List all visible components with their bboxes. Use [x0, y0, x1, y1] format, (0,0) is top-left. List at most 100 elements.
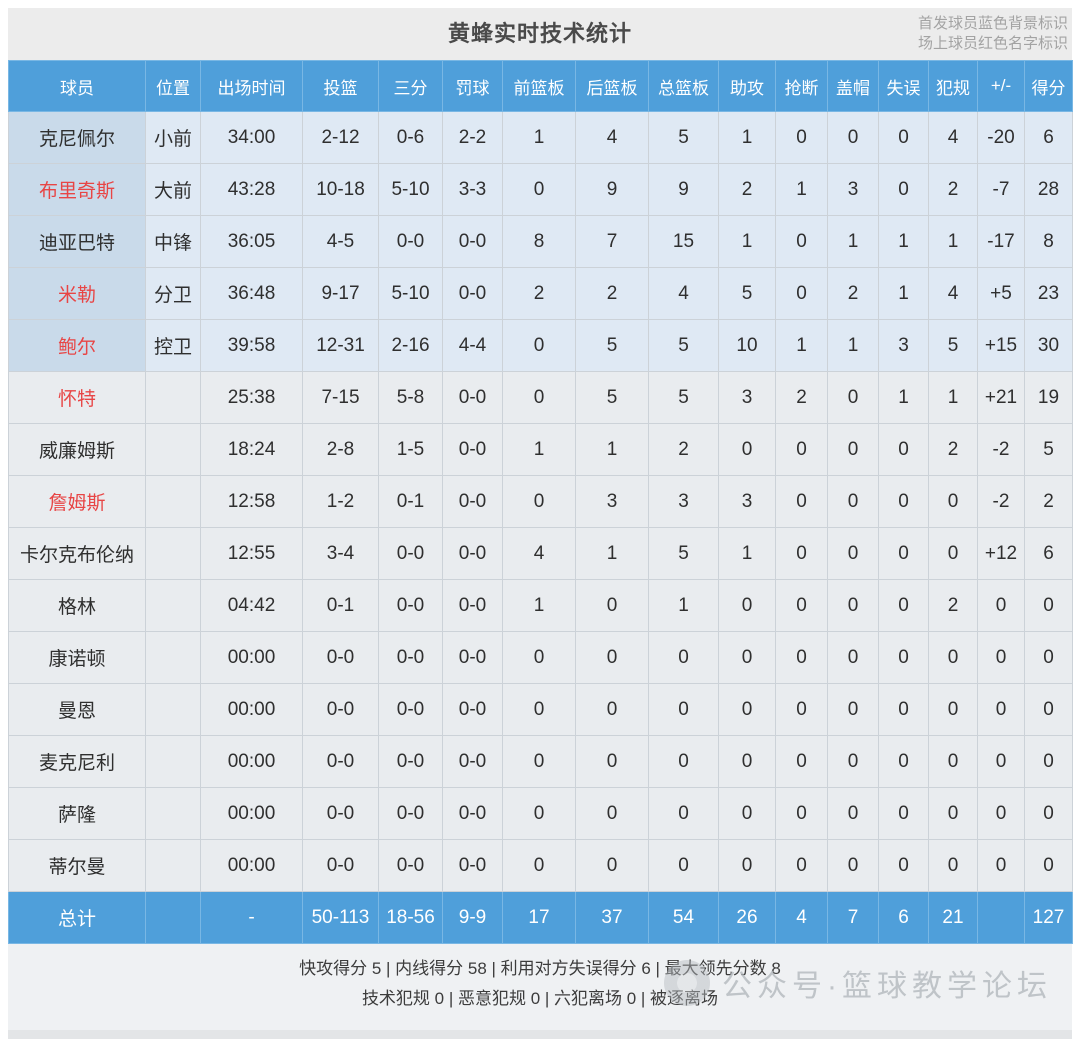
stat-cell-pts: 0 [1024, 787, 1073, 840]
stat-cell-fg: 12-31 [302, 319, 379, 372]
stat-cell-position: 控卫 [145, 319, 201, 372]
stat-cell-ft: 0-0 [442, 683, 503, 736]
stat-cell-stl: 0 [775, 839, 828, 892]
stat-cell-3pt: 18-56 [378, 891, 443, 944]
stat-cell-blk: 7 [827, 891, 879, 944]
stat-cell-pts: 0 [1024, 579, 1073, 632]
stat-cell-plusminus: +21 [977, 371, 1025, 424]
stat-cell-pts: 30 [1024, 319, 1073, 372]
player-name: 詹姆斯 [8, 475, 146, 528]
stat-cell-treb: 54 [648, 891, 719, 944]
stat-cell-pf: 0 [928, 527, 978, 580]
stat-cell-oreb: 4 [502, 527, 576, 580]
stat-cell-ast: 3 [718, 475, 776, 528]
stat-cell-minutes: 00:00 [200, 631, 303, 684]
stat-cell-plusminus: 0 [977, 735, 1025, 788]
stat-cell-plusminus: 0 [977, 683, 1025, 736]
stat-cell-3pt: 0-0 [378, 527, 443, 580]
stat-cell-fg: 0-0 [302, 631, 379, 684]
stat-cell-pf: 4 [928, 267, 978, 320]
table-row: 詹姆斯 12:58 1-2 0-1 0-0 0 3 3 3 0 0 0 0 -2… [8, 475, 1073, 528]
table-row: 鲍尔 控卫 39:58 12-31 2-16 4-4 0 5 5 10 1 1 … [8, 319, 1073, 372]
stat-cell-pf: 2 [928, 163, 978, 216]
stat-cell-ft: 2-2 [442, 111, 503, 164]
player-name: 麦克尼利 [8, 735, 146, 788]
stat-cell-plusminus: +12 [977, 527, 1025, 580]
stat-cell-minutes: 36:05 [200, 215, 303, 268]
stat-cell-3pt: 0-1 [378, 475, 443, 528]
stat-cell-3pt: 0-0 [378, 631, 443, 684]
stat-cell-pts: 0 [1024, 683, 1073, 736]
stat-cell-minutes: 12:55 [200, 527, 303, 580]
stat-cell-oreb: 0 [502, 735, 576, 788]
stat-cell-position: 大前 [145, 163, 201, 216]
stat-cell-3pt: 0-0 [378, 215, 443, 268]
stat-cell-pf: 0 [928, 787, 978, 840]
stat-cell-pts: 127 [1024, 891, 1073, 944]
table-row: 布里奇斯 大前 43:28 10-18 5-10 3-3 0 9 9 2 1 3… [8, 163, 1073, 216]
stat-cell-3pt: 0-0 [378, 683, 443, 736]
stat-cell-3pt: 5-8 [378, 371, 443, 424]
stat-cell-stl: 0 [775, 267, 828, 320]
stat-cell-pts: 6 [1024, 111, 1073, 164]
column-header-stl: 抢断 [775, 60, 828, 112]
column-header-minutes: 出场时间 [200, 60, 303, 112]
stat-cell-minutes: 00:00 [200, 839, 303, 892]
stat-cell-dreb: 4 [575, 111, 649, 164]
stat-cell-treb: 4 [648, 267, 719, 320]
stat-cell-stl: 0 [775, 423, 828, 476]
stat-cell-stl: 1 [775, 319, 828, 372]
column-header-plusminus: +/- [977, 60, 1025, 112]
stat-cell-ft: 0-0 [442, 735, 503, 788]
stat-cell-pf: 21 [928, 891, 978, 944]
stat-cell-tov: 0 [878, 839, 929, 892]
stat-cell-blk: 0 [827, 735, 879, 788]
player-name: 克尼佩尔 [8, 111, 146, 164]
table-row: 米勒 分卫 36:48 9-17 5-10 0-0 2 2 4 5 0 2 1 … [8, 267, 1073, 320]
stat-cell-dreb: 0 [575, 787, 649, 840]
stat-cell-position [145, 579, 201, 632]
stat-cell-blk: 0 [827, 423, 879, 476]
stat-cell-treb: 1 [648, 579, 719, 632]
stat-cell-dreb: 0 [575, 735, 649, 788]
stat-cell-plusminus: -2 [977, 423, 1025, 476]
stat-cell-oreb: 0 [502, 787, 576, 840]
stat-cell-stl: 0 [775, 475, 828, 528]
column-header-position: 位置 [145, 60, 201, 112]
stats-table: 球员 位置 出场时间 投篮 三分 罚球 前篮板 后篮板 总篮板 助攻 抢断 盖帽… [8, 60, 1073, 944]
stat-cell-position [145, 839, 201, 892]
stat-cell-ft: 0-0 [442, 371, 503, 424]
table-row: 克尼佩尔 小前 34:00 2-12 0-6 2-2 1 4 5 1 0 0 0… [8, 111, 1073, 164]
stat-cell-minutes: 04:42 [200, 579, 303, 632]
stat-cell-stl: 0 [775, 527, 828, 580]
stat-cell-pts: 0 [1024, 735, 1073, 788]
stat-cell-position [145, 475, 201, 528]
player-name: 曼恩 [8, 683, 146, 736]
stat-cell-fg: 2-12 [302, 111, 379, 164]
player-name: 怀特 [8, 371, 146, 424]
stat-cell-minutes: 12:58 [200, 475, 303, 528]
stat-cell-tov: 0 [878, 579, 929, 632]
player-name: 萨隆 [8, 787, 146, 840]
stat-cell-fg: 10-18 [302, 163, 379, 216]
stat-cell-3pt: 1-5 [378, 423, 443, 476]
stat-cell-position [145, 371, 201, 424]
player-name: 迪亚巴特 [8, 215, 146, 268]
table-row: 萨隆 00:00 0-0 0-0 0-0 0 0 0 0 0 0 0 0 0 0 [8, 787, 1073, 840]
stat-cell-3pt: 0-0 [378, 579, 443, 632]
stat-cell-ft: 0-0 [442, 787, 503, 840]
column-header-oreb: 前篮板 [502, 60, 576, 112]
column-header-ft: 罚球 [442, 60, 503, 112]
stat-cell-ast: 0 [718, 839, 776, 892]
stat-cell-treb: 5 [648, 111, 719, 164]
table-row: 怀特 25:38 7-15 5-8 0-0 0 5 5 3 2 0 1 1 +2… [8, 371, 1073, 424]
stat-cell-position [145, 787, 201, 840]
stat-cell-pts: 23 [1024, 267, 1073, 320]
stat-cell-position: 中锋 [145, 215, 201, 268]
stat-cell-tov: 1 [878, 371, 929, 424]
stat-cell-treb: 0 [648, 735, 719, 788]
stat-cell-oreb: 8 [502, 215, 576, 268]
stat-cell-blk: 0 [827, 683, 879, 736]
stat-cell-fg: 0-0 [302, 839, 379, 892]
stat-cell-pf: 0 [928, 475, 978, 528]
